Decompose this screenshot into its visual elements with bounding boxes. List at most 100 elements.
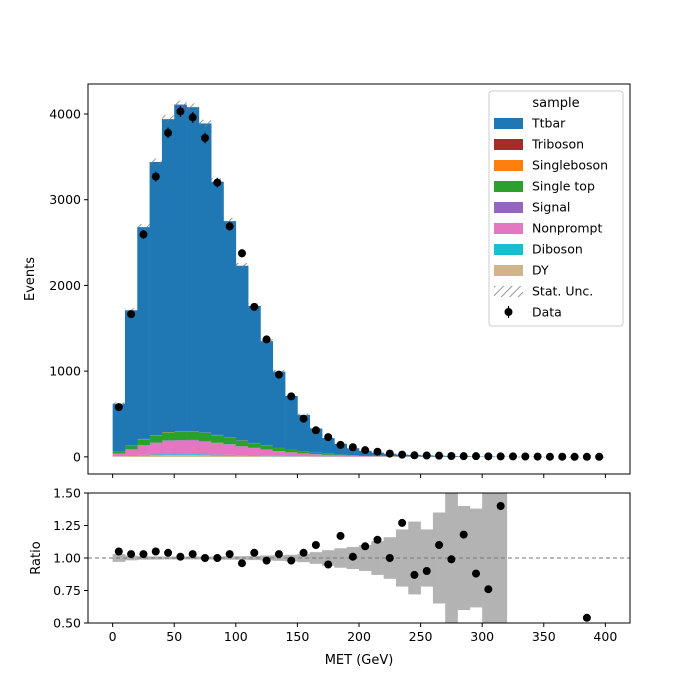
ratio-ytick-label-1: 0.75 — [53, 583, 81, 598]
bar-dy-bin-7 — [198, 455, 212, 457]
data-point-39 — [595, 452, 604, 461]
stat-unc-bin-4 — [161, 115, 175, 123]
data-point-36 — [558, 452, 567, 461]
bar-diboson-bin-5 — [174, 454, 187, 456]
bar-single-top-bin-16 — [309, 452, 323, 455]
bar-single-top-bin-9 — [223, 437, 237, 445]
ratio-ytick-label-3: 1.25 — [53, 518, 81, 533]
ratio-band-bin-3 — [149, 556, 163, 560]
ratio-point-14 — [287, 556, 296, 565]
ratio-point-2 — [139, 550, 148, 559]
ratio-band-bin-23 — [395, 529, 409, 587]
data-point-0 — [114, 403, 123, 412]
bar-dy-bin-10 — [235, 455, 249, 457]
ratio-xtick-label-6: 300 — [470, 629, 494, 644]
data-point-18 — [336, 440, 345, 449]
bar-nonprompt-bin-19 — [346, 455, 360, 457]
bar-single-top-bin-5 — [174, 431, 187, 441]
data-point-29 — [472, 452, 481, 461]
main-ytick-label-1: 1000 — [49, 364, 81, 379]
bar-single-top-bin-11 — [248, 443, 261, 448]
main-panel: 0 1000 2000 3000 4000 Events sample Ttbar Tri… — [23, 83, 631, 478]
legend-label-data: Data — [532, 305, 562, 320]
data-point-3 — [151, 172, 160, 181]
ratio-point-12 — [262, 556, 271, 565]
bar-ttbar-bin-1 — [124, 310, 138, 446]
data-point-16 — [311, 426, 320, 435]
bar-diboson-bin-8 — [211, 454, 224, 456]
data-point-38 — [582, 452, 591, 461]
ratio-point-13 — [274, 550, 283, 559]
y-axis-label-ratio: Ratio — [29, 541, 44, 574]
legend-label-dy: DY — [532, 263, 549, 278]
main-y-ticks: 0 1000 2000 3000 4000 — [49, 107, 88, 464]
data-point-22 — [385, 449, 394, 458]
ratio-xtick-label-5: 250 — [409, 629, 433, 644]
stat-unc-bin-3 — [149, 158, 162, 166]
bar-diboson-bin-4 — [161, 454, 175, 456]
bar-single-top-bin-4 — [161, 432, 175, 441]
data-point-35 — [545, 452, 554, 461]
ratio-point-31 — [496, 502, 505, 510]
legend-title: sample — [532, 96, 579, 111]
bar-ttbar-bin-14 — [285, 396, 298, 450]
bar-single-top-bin-8 — [211, 435, 224, 443]
bar-ttbar-bin-4 — [161, 119, 175, 432]
bar-ttbar-bin-17 — [322, 438, 335, 454]
ratio-point-1 — [127, 550, 136, 559]
ratio-point-8 — [213, 554, 222, 562]
bar-single-top-bin-0 — [112, 451, 126, 454]
legend-entries: Ttbar Triboson Singleboson Single top Signal… — [494, 116, 608, 320]
ratio-point-29 — [472, 569, 481, 578]
ratio-xtick-label-1: 50 — [166, 629, 182, 644]
bar-nonprompt-bin-21 — [371, 456, 384, 457]
legend-label-single-top: Single top — [532, 179, 595, 194]
data-point-24 — [410, 451, 419, 460]
data-point-4 — [164, 128, 173, 137]
ratio-point-6 — [188, 550, 197, 559]
ratio-point-18 — [336, 531, 345, 540]
data-point-28 — [459, 452, 468, 461]
ratio-point-4 — [164, 548, 173, 557]
bar-ttbar-bin-3 — [149, 162, 163, 435]
bar-nonprompt-bin-18 — [334, 455, 347, 457]
bar-ttbar-bin-2 — [137, 227, 150, 439]
ratio-point-5 — [176, 552, 185, 561]
data-point-13 — [274, 370, 283, 379]
bar-nonprompt-bin-13 — [272, 451, 286, 456]
bar-ttbar-bin-11 — [248, 306, 261, 443]
data-point-32 — [508, 452, 517, 461]
bar-nonprompt-bin-7 — [198, 441, 212, 455]
bar-dy-bin-11 — [248, 456, 261, 457]
ratio-band-bin-11 — [248, 555, 261, 561]
stat-unc-bin-7 — [198, 119, 212, 128]
ratio-band-bin-15 — [297, 553, 311, 563]
bar-ttbar-bin-9 — [223, 221, 237, 438]
bar-ttbar-bin-15 — [297, 414, 311, 452]
bar-dy-bin-13 — [272, 456, 286, 457]
bar-ttbar-bin-13 — [272, 371, 286, 448]
data-point-26 — [435, 451, 444, 460]
ratio-band-bin-31 — [494, 493, 508, 623]
bar-diboson-bin-12 — [260, 455, 274, 457]
legend: sample Ttbar Triboson Singleboson Single to… — [488, 90, 624, 327]
bar-diboson-bin-6 — [186, 454, 200, 456]
data-point-20 — [361, 446, 370, 455]
bar-dy-bin-1 — [124, 456, 138, 457]
data-point-6 — [188, 113, 197, 122]
ratio-point-24 — [410, 570, 419, 579]
ratio-band-bin-20 — [359, 545, 372, 571]
bar-dy-bin-6 — [186, 455, 200, 457]
stat-unc-bin-5 — [174, 100, 187, 109]
bar-diboson-bin-7 — [198, 454, 212, 456]
ratio-y-ticks: 0.50 0.75 1.00 1.25 1.50 — [53, 486, 88, 631]
ratio-point-11 — [250, 548, 259, 557]
bar-nonprompt-bin-5 — [174, 440, 187, 455]
ratio-point-15 — [299, 548, 308, 557]
data-point-14 — [287, 392, 296, 401]
bar-diboson-bin-9 — [223, 454, 237, 456]
ratio-point-0 — [114, 547, 123, 556]
legend-label-triboson: Triboson — [531, 137, 584, 152]
bar-diboson-bin-2 — [137, 454, 150, 456]
ratio-point-3 — [151, 547, 160, 556]
